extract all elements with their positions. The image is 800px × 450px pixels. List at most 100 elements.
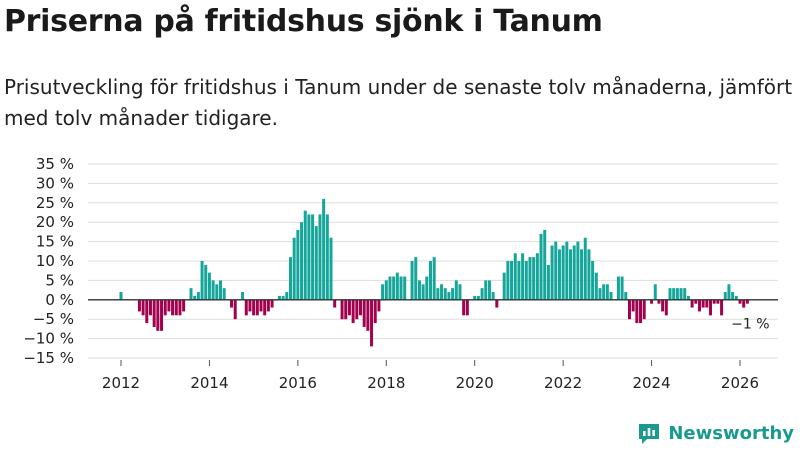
bar bbox=[281, 295, 285, 300]
y-tick-label: 25 % bbox=[36, 194, 74, 212]
bar bbox=[425, 276, 429, 300]
bar bbox=[701, 299, 705, 308]
bar bbox=[513, 253, 517, 300]
bar bbox=[318, 214, 322, 300]
bar bbox=[355, 299, 359, 320]
y-tick-label: −5 % bbox=[33, 310, 74, 328]
bar bbox=[241, 292, 245, 300]
bar bbox=[557, 249, 561, 300]
x-tick-label: 2012 bbox=[102, 374, 140, 392]
chart-title: Priserna på fritidshus sjönk i Tanum bbox=[4, 4, 603, 39]
bar bbox=[325, 214, 329, 300]
bar bbox=[141, 299, 145, 316]
bar bbox=[119, 292, 123, 300]
bar bbox=[631, 299, 635, 312]
bar bbox=[292, 237, 296, 300]
bar bbox=[277, 295, 281, 300]
bar bbox=[189, 288, 193, 300]
bar bbox=[252, 299, 256, 316]
bar bbox=[517, 261, 521, 300]
bar bbox=[642, 299, 646, 320]
bar bbox=[174, 299, 178, 316]
bar bbox=[230, 299, 234, 308]
bar bbox=[712, 299, 716, 304]
bar bbox=[624, 292, 628, 300]
bar bbox=[491, 292, 495, 300]
chart-subtitle: Prisutveckling för fritidshus i Tanum un… bbox=[4, 75, 793, 130]
bar bbox=[395, 272, 399, 300]
bar bbox=[417, 280, 421, 300]
bar bbox=[583, 237, 587, 300]
bar bbox=[200, 261, 204, 300]
bar bbox=[137, 299, 141, 312]
bar bbox=[255, 299, 259, 316]
x-tick-label: 2016 bbox=[279, 374, 317, 392]
bar bbox=[311, 214, 315, 300]
bar bbox=[502, 272, 506, 300]
bar bbox=[627, 299, 631, 320]
y-tick-label: 10 % bbox=[36, 252, 74, 270]
bar bbox=[443, 288, 447, 300]
y-axis: 35 %30 % 25 %20 % 15 %10 %5 % 0 %−5 % −10 %−… bbox=[23, 155, 74, 367]
bar bbox=[322, 198, 326, 300]
bar bbox=[285, 292, 289, 300]
bar bbox=[392, 276, 396, 300]
bar bbox=[193, 295, 197, 300]
bar bbox=[384, 280, 388, 300]
bar bbox=[440, 284, 444, 300]
bar bbox=[465, 299, 469, 316]
bar bbox=[580, 249, 584, 300]
bar bbox=[686, 295, 690, 300]
bar bbox=[222, 288, 226, 300]
bar bbox=[653, 284, 657, 300]
bar bbox=[399, 276, 403, 300]
bar bbox=[347, 299, 351, 316]
bar bbox=[532, 257, 536, 300]
y-tick-label: −10 % bbox=[23, 330, 74, 348]
bar bbox=[675, 288, 679, 300]
bar bbox=[421, 284, 425, 300]
bar bbox=[657, 299, 661, 304]
bar bbox=[594, 272, 598, 300]
bar bbox=[546, 264, 550, 300]
bar bbox=[178, 299, 182, 316]
bar bbox=[403, 276, 407, 300]
bar bbox=[307, 214, 311, 300]
y-tick-label: 0 % bbox=[45, 291, 74, 309]
bar bbox=[587, 249, 591, 300]
bar bbox=[639, 299, 643, 324]
bar bbox=[366, 299, 370, 331]
newsworthy-icon bbox=[639, 424, 660, 444]
bar bbox=[506, 261, 510, 300]
x-tick-label: 2018 bbox=[367, 374, 405, 392]
bar bbox=[716, 299, 720, 304]
bar bbox=[333, 299, 337, 308]
bar bbox=[300, 222, 304, 300]
bar bbox=[572, 245, 576, 300]
bar bbox=[207, 272, 211, 300]
bar bbox=[145, 299, 149, 324]
y-tick-label: 20 % bbox=[36, 213, 74, 231]
bar bbox=[635, 299, 639, 324]
bar bbox=[414, 257, 418, 300]
bar bbox=[668, 288, 672, 300]
bar bbox=[524, 261, 528, 300]
bar bbox=[362, 299, 366, 327]
bar bbox=[616, 276, 620, 300]
bar bbox=[709, 299, 713, 316]
bar bbox=[211, 280, 215, 300]
bar-series bbox=[119, 198, 749, 347]
x-tick-label: 2022 bbox=[544, 374, 582, 392]
bar bbox=[510, 261, 514, 300]
bar bbox=[576, 241, 580, 300]
bar bbox=[244, 299, 248, 316]
bar bbox=[650, 299, 654, 304]
bar bbox=[672, 288, 676, 300]
bar bbox=[215, 284, 219, 300]
bar bbox=[451, 288, 455, 300]
x-tick-label: 2020 bbox=[456, 374, 494, 392]
bar bbox=[727, 284, 731, 300]
y-tick-label: 35 % bbox=[36, 155, 74, 173]
bar bbox=[569, 249, 573, 300]
